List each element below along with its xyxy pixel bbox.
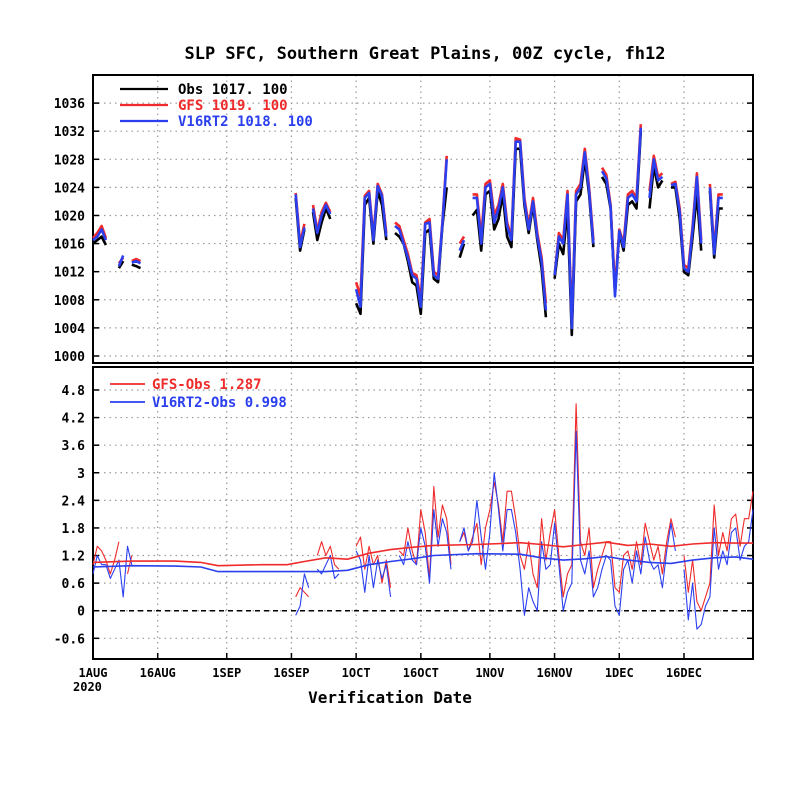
bottom-panel: -0.6 0 0.6 1.2 1.8 2.4 3 3.6 4.2 4.8 GFS-Obs 1.287…	[54, 366, 754, 660]
y-tick-label: 3	[77, 467, 85, 482]
legend-entry-gfs-obs: GFS-Obs 1.287	[152, 377, 262, 393]
x-axis: 1AUG 16AUG 1SEP 16SEP 1OCT 16OCT 1NOV 16NOV 1DEC…	[79, 653, 702, 680]
chart-title: SLP SFC, Southern Great Plains, 00Z cycl…	[184, 44, 665, 64]
y-tick-label: 1020	[54, 209, 85, 224]
y-tick-label: 1.2	[62, 550, 85, 565]
y-tick-label: 1036	[54, 97, 85, 112]
y-tick-label: 1024	[54, 181, 85, 196]
y-tick-label: 2.4	[62, 494, 86, 509]
y-tick-label: 0	[77, 605, 85, 620]
legend-entry-obs: Obs 1017. 100	[178, 82, 288, 98]
x-tick-label: 16SEP	[273, 666, 309, 680]
y-tick-label: 1012	[54, 266, 85, 281]
series-line-gfs-obs	[92, 403, 754, 612]
y-tick-label: 4.2	[62, 412, 85, 427]
y-tick-label: 1004	[54, 322, 85, 337]
y-tick-label: -0.6	[54, 632, 85, 647]
series-line-v16rt2-obs-mean	[92, 552, 754, 573]
x-tick-label: 1AUG	[79, 666, 108, 680]
x-year-label: 2020	[73, 680, 102, 694]
legend-entry-v16rt2: V16RT2 1018. 100	[178, 114, 313, 130]
y-tick-label: 1008	[54, 294, 85, 309]
x-tick-label: 1SEP	[212, 666, 241, 680]
y-tick-label: 1.8	[62, 522, 86, 537]
panel-frame	[92, 74, 754, 364]
x-tick-label: 16OCT	[403, 666, 439, 680]
y-tick-label: 1016	[54, 238, 85, 253]
x-tick-label: 1OCT	[342, 666, 371, 680]
series-line-obs	[92, 131, 723, 337]
x-axis-label: Verification Date	[308, 688, 472, 707]
y-tick-label: 4.8	[62, 384, 86, 399]
x-tick-label: 16NOV	[537, 666, 573, 680]
y-tick-label: 3.6	[62, 439, 86, 454]
x-tick-label: 1DEC	[605, 666, 634, 680]
x-tick-label: 16DEC	[666, 666, 702, 680]
legend-entry-v16rt2-obs: V16RT2-Obs 0.998	[152, 395, 287, 411]
y-tick-label: 1000	[54, 350, 85, 365]
series-line-gfs	[92, 124, 723, 323]
series-line-v16rt2	[92, 127, 723, 330]
x-tick-label: 16AUG	[140, 666, 176, 680]
top-panel: 1000 1004 1008 1012 1016 1020 1024 1028 1032 1036…	[54, 74, 754, 365]
series-line-v16rt2-obs	[92, 430, 754, 630]
y-tick-label: 0.6	[62, 577, 86, 592]
x-tick-label: 1NOV	[475, 666, 504, 680]
y-tick-label: 1032	[54, 125, 85, 140]
series-line-gfs-obs-mean	[92, 541, 753, 567]
legend-entry-gfs: GFS 1019. 100	[178, 98, 288, 114]
y-tick-label: 1028	[54, 153, 85, 168]
